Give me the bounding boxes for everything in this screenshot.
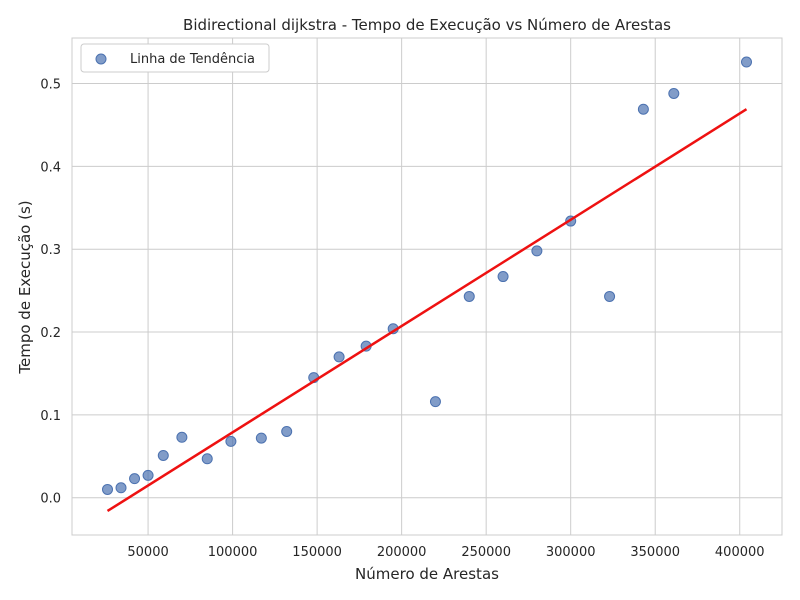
- x-tick-label: 100000: [208, 545, 258, 560]
- y-axis-label: Tempo de Execução (s): [16, 200, 34, 374]
- y-tick-label: 0.4: [40, 160, 61, 175]
- y-tick-label: 0.5: [40, 78, 61, 93]
- y-axis-ticks: 0.0 0.1 0.2 0.3 0.4 0.5: [40, 78, 61, 507]
- scatter-point: [255, 432, 267, 444]
- x-tick-label: 50000: [127, 545, 168, 560]
- scatter-point: [741, 56, 752, 68]
- x-tick-label: 300000: [546, 545, 596, 560]
- scatter-point: [225, 435, 237, 447]
- x-tick-label: 350000: [630, 545, 680, 560]
- legend-box: [80, 43, 270, 73]
- legend-label: Linha de Tendência: [130, 52, 255, 67]
- scatter-point: [115, 482, 127, 494]
- scatter-point: [129, 473, 141, 485]
- scatter-point: [176, 431, 188, 443]
- scatter-point: [668, 87, 680, 99]
- y-tick-label: 0.2: [40, 326, 61, 341]
- x-tick-label: 250000: [461, 545, 511, 560]
- scatter-point: [333, 351, 345, 363]
- scatter-point: [604, 290, 616, 302]
- plot-frame: [71, 37, 783, 536]
- legend-marker: [95, 53, 107, 65]
- x-tick-label: 150000: [292, 545, 342, 560]
- x-axis-label: Número de Arestas: [355, 565, 499, 583]
- y-tick-label: 0.0: [40, 492, 61, 507]
- chart-title: Bidirectional dijkstra - Tempo de Execuç…: [183, 16, 671, 34]
- scatter-point: [497, 271, 509, 283]
- y-tick-label: 0.1: [40, 409, 61, 424]
- scatter-point: [157, 449, 169, 461]
- scatter-point: [463, 290, 475, 302]
- scatter-point: [531, 245, 543, 257]
- scatter-point: [281, 425, 293, 437]
- scatter-point: [142, 469, 154, 481]
- scatter-point: [637, 103, 649, 115]
- x-axis-ticks: 50000 100000 150000 200000 250000 300000 35000…: [127, 545, 764, 560]
- x-tick-label: 200000: [377, 545, 427, 560]
- trend-line: [106, 108, 748, 513]
- scatter-point: [429, 396, 441, 408]
- legend: Linha de Tendência: [80, 43, 270, 73]
- scatter-point: [102, 483, 113, 495]
- y-tick-label: 0.3: [40, 243, 61, 258]
- grid: [72, 38, 782, 535]
- x-tick-label: 400000: [715, 545, 765, 560]
- data-marks: [102, 56, 752, 513]
- scatter-point: [201, 453, 213, 465]
